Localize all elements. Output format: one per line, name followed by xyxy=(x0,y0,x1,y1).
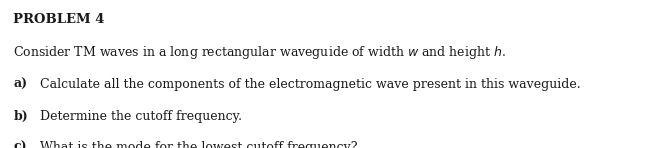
Text: a): a) xyxy=(13,78,27,91)
Text: c): c) xyxy=(13,141,27,148)
Text: b): b) xyxy=(13,110,28,123)
Text: What is the mode for the lowest cutoff frequency?: What is the mode for the lowest cutoff f… xyxy=(40,141,357,148)
Text: Determine the cutoff frequency.: Determine the cutoff frequency. xyxy=(40,110,242,123)
Text: PROBLEM 4: PROBLEM 4 xyxy=(13,13,105,26)
Text: Consider TM waves in a long rectangular waveguide of width $\mathit{w}$ and heig: Consider TM waves in a long rectangular … xyxy=(13,44,507,61)
Text: Calculate all the components of the electromagnetic wave present in this wavegui: Calculate all the components of the elec… xyxy=(40,78,580,91)
